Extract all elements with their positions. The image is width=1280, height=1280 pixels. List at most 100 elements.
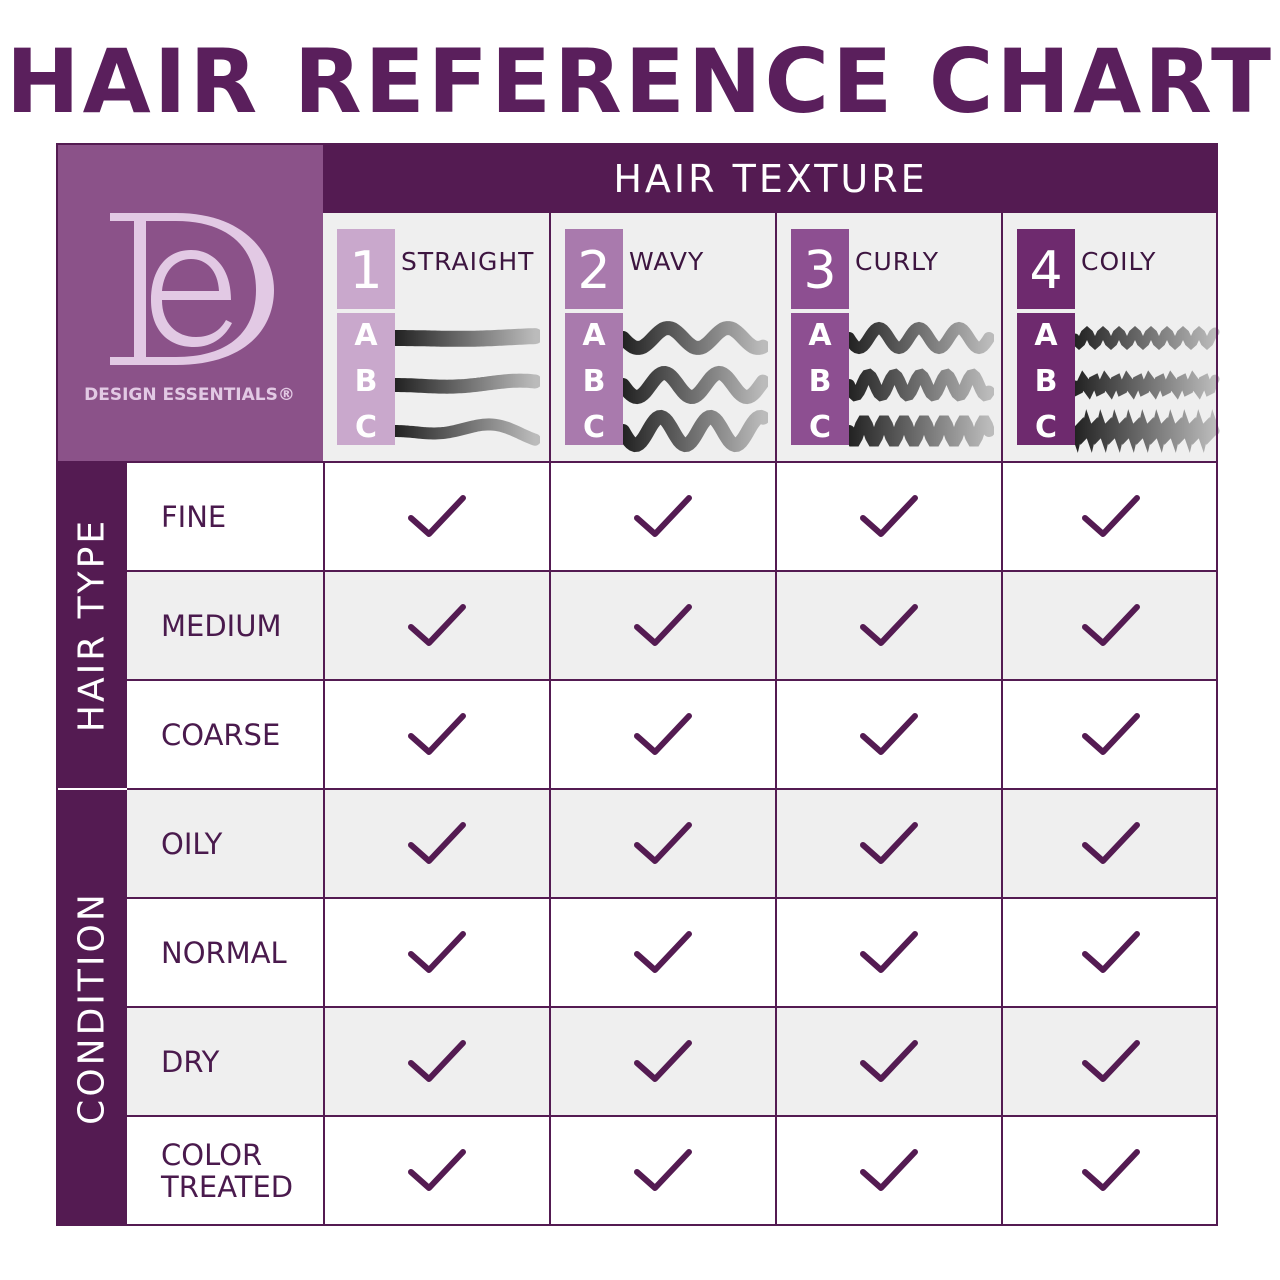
table-row: MEDIUM bbox=[127, 570, 1218, 679]
row-label: NORMAL bbox=[161, 935, 287, 970]
check-cell bbox=[549, 899, 775, 1006]
hair-strand-icon bbox=[849, 321, 994, 447]
subtype-label: B bbox=[808, 364, 832, 399]
type-number-badge: 2 bbox=[565, 229, 623, 309]
check-cell bbox=[775, 899, 1001, 1006]
check-cell bbox=[549, 681, 775, 788]
table-row: COLOR TREATED bbox=[127, 1115, 1218, 1226]
subtype-label: A bbox=[1034, 318, 1058, 353]
row-label: OILY bbox=[161, 826, 223, 861]
check-cell bbox=[1001, 1117, 1218, 1224]
checkmark-icon bbox=[860, 712, 918, 755]
subtype-label: B bbox=[582, 364, 606, 399]
check-cell bbox=[549, 1117, 775, 1224]
checkmark-icon bbox=[634, 603, 692, 646]
row-label: FINE bbox=[161, 499, 227, 534]
checkmark-icon bbox=[408, 494, 466, 537]
row-label: DRY bbox=[161, 1044, 220, 1079]
checkmark-icon bbox=[408, 712, 466, 755]
checkmark-icon bbox=[860, 603, 918, 646]
check-cell bbox=[1001, 572, 1218, 679]
group-condition: CONDITION bbox=[56, 790, 127, 1226]
type-name: STRAIGHT bbox=[401, 247, 535, 276]
checkmark-icon bbox=[1081, 494, 1140, 537]
checkmark-icon bbox=[1081, 603, 1140, 646]
row-label: COLOR TREATED bbox=[161, 1137, 294, 1204]
de-logo-icon bbox=[110, 213, 274, 365]
check-cell bbox=[549, 1008, 775, 1115]
type-number-badge: 4 bbox=[1017, 229, 1075, 309]
checkmark-icon bbox=[408, 930, 466, 973]
hair-strand-icon bbox=[395, 328, 540, 446]
check-cell bbox=[775, 1008, 1001, 1115]
check-cell bbox=[1001, 899, 1218, 1006]
subtype-label: B bbox=[1034, 364, 1058, 399]
checkmark-icon bbox=[860, 1148, 918, 1191]
table-row: COARSE bbox=[127, 679, 1218, 788]
table-row: DRY bbox=[127, 1006, 1218, 1115]
checkmark-icon bbox=[408, 1148, 466, 1191]
check-cell bbox=[323, 1008, 549, 1115]
checkmark-icon bbox=[408, 603, 466, 646]
check-cell bbox=[323, 790, 549, 897]
hair-texture-header: HAIR TEXTURE bbox=[323, 143, 1218, 213]
check-cell bbox=[323, 899, 549, 1006]
checkmark-icon bbox=[408, 1039, 466, 1082]
brand-name: DESIGN ESSENTIALS® bbox=[84, 385, 295, 405]
subtype-label: C bbox=[808, 410, 832, 445]
checkmark-icon bbox=[1081, 712, 1140, 755]
check-cell bbox=[549, 572, 775, 679]
subtype-label: C bbox=[1034, 410, 1058, 445]
subtype-label: A bbox=[354, 318, 378, 353]
checkmark-icon bbox=[1081, 1148, 1140, 1191]
check-cell bbox=[775, 681, 1001, 788]
group-hair-type: HAIR TYPE bbox=[56, 461, 127, 788]
table-row: NORMAL bbox=[127, 897, 1218, 1006]
hair-strand-icon bbox=[1075, 325, 1220, 453]
subtype-label: C bbox=[354, 410, 378, 445]
check-cell bbox=[549, 463, 775, 570]
checkmark-icon bbox=[1081, 930, 1140, 973]
subtype-label: C bbox=[582, 410, 606, 445]
checkmark-icon bbox=[860, 1039, 918, 1082]
row-label: MEDIUM bbox=[161, 608, 282, 643]
checkmark-icon bbox=[408, 821, 466, 864]
check-cell bbox=[775, 790, 1001, 897]
checkmark-icon bbox=[860, 821, 918, 864]
check-cell bbox=[1001, 1008, 1218, 1115]
page-title: HAIR REFERENCE CHART bbox=[5, 30, 1275, 133]
checkmark-icon bbox=[1081, 1039, 1140, 1082]
check-cell bbox=[775, 463, 1001, 570]
checkmark-icon bbox=[634, 930, 692, 973]
checkmark-icon bbox=[634, 494, 692, 537]
checkmark-icon bbox=[634, 712, 692, 755]
table-row: OILY bbox=[127, 788, 1218, 897]
check-cell bbox=[775, 572, 1001, 679]
brand-logo: DESIGN ESSENTIALS® bbox=[56, 143, 323, 461]
check-cell bbox=[1001, 463, 1218, 570]
row-label: COARSE bbox=[161, 717, 281, 752]
checkmark-icon bbox=[634, 821, 692, 864]
check-cell bbox=[323, 1117, 549, 1224]
table-row: FINE bbox=[127, 461, 1218, 570]
checkmark-icon bbox=[634, 1039, 692, 1082]
subtype-label: A bbox=[582, 318, 606, 353]
hair-strand-icon bbox=[623, 321, 768, 453]
check-cell bbox=[323, 572, 549, 679]
subtype-label: B bbox=[354, 364, 378, 399]
check-cell bbox=[1001, 790, 1218, 897]
check-cell bbox=[323, 681, 549, 788]
check-cell bbox=[775, 1117, 1001, 1224]
check-cell bbox=[1001, 681, 1218, 788]
check-cell bbox=[549, 790, 775, 897]
type-number-badge: 3 bbox=[791, 229, 849, 309]
type-name: COILY bbox=[1081, 247, 1157, 276]
